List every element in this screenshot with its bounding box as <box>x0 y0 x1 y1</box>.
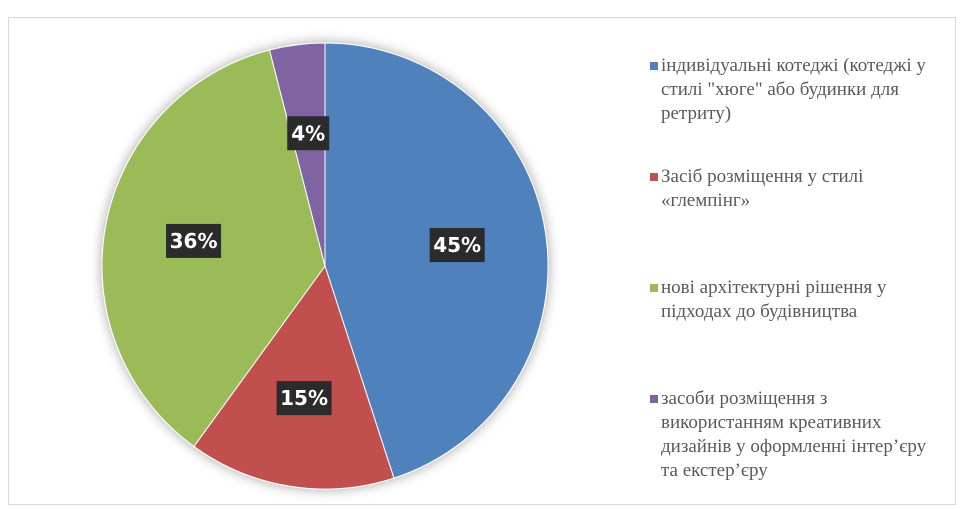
data-label-new-architecture: 36% <box>166 223 222 258</box>
data-label-text: 36% <box>170 229 218 253</box>
data-label-text: 45% <box>433 233 481 257</box>
data-label-text: 4% <box>291 121 325 145</box>
legend-swatch <box>650 395 658 403</box>
data-label-background <box>276 381 332 416</box>
legend-label: Засіб розміщення у стилі «глемпінг» <box>661 166 864 211</box>
data-label-text: 15% <box>280 386 328 410</box>
pie-slice-creative-design <box>268 42 326 267</box>
data-label-background <box>287 116 330 151</box>
legend-label: нові архітектурні рішення у підходах до … <box>661 277 887 322</box>
data-label-creative-design: 4% <box>287 116 330 151</box>
legend-label: індивідуальні котеджі (котеджі у стилі "… <box>661 55 926 124</box>
legend-swatch <box>650 284 658 292</box>
pie-slice-glamping <box>193 264 395 490</box>
data-label-background <box>166 223 222 258</box>
legend-label: засоби розміщення з використанням креати… <box>661 388 927 481</box>
data-label-background <box>429 228 485 263</box>
legend-swatch <box>650 62 658 70</box>
legend-swatch <box>650 173 658 181</box>
data-label-glamping: 15% <box>276 381 332 416</box>
data-label-individual-cottages: 45% <box>429 228 485 263</box>
